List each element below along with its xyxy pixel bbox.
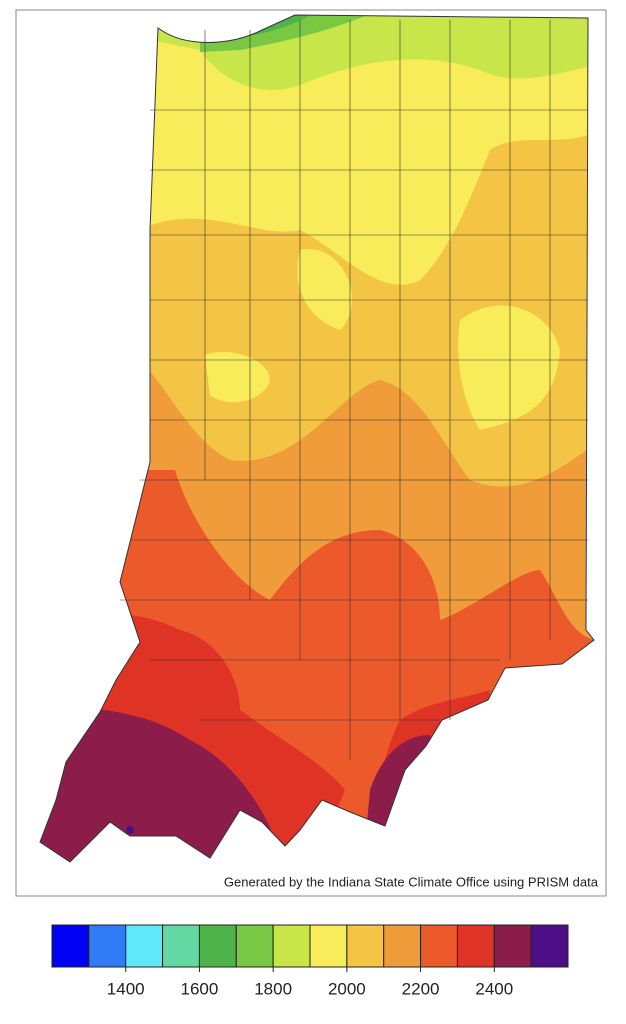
colorbar-bin xyxy=(235,924,274,968)
colorbar-label: 2200 xyxy=(402,979,440,998)
colorbar-label: 1600 xyxy=(181,979,219,998)
colorbar-bin xyxy=(420,924,458,968)
colorbar-bin xyxy=(530,924,569,968)
county-lines xyxy=(120,20,588,760)
colorbar-bin xyxy=(272,924,311,968)
colorbar-bin xyxy=(383,924,422,968)
colorbar-bin xyxy=(456,924,495,968)
zone xyxy=(250,15,330,36)
zone xyxy=(126,826,134,834)
colorbar: 1400 1600 1800 2000 2200 2400 xyxy=(51,924,569,998)
colorbar-label: 1400 xyxy=(107,979,145,998)
colorbar-bin xyxy=(51,924,90,968)
colorbar-bin xyxy=(88,924,127,968)
colorbar-label: 2000 xyxy=(328,979,366,998)
colorbar-label: 2400 xyxy=(475,979,513,998)
colorbar-bin xyxy=(346,924,385,968)
colorbar-bin xyxy=(198,924,237,968)
colorbar-label: 1800 xyxy=(254,979,292,998)
colorbar-bin xyxy=(125,924,164,968)
credit: Generated by the Indiana State Climate O… xyxy=(224,874,599,889)
colorbar-bin xyxy=(493,924,532,968)
colorbar-bin xyxy=(309,924,348,968)
colorbar-bin xyxy=(162,924,200,968)
